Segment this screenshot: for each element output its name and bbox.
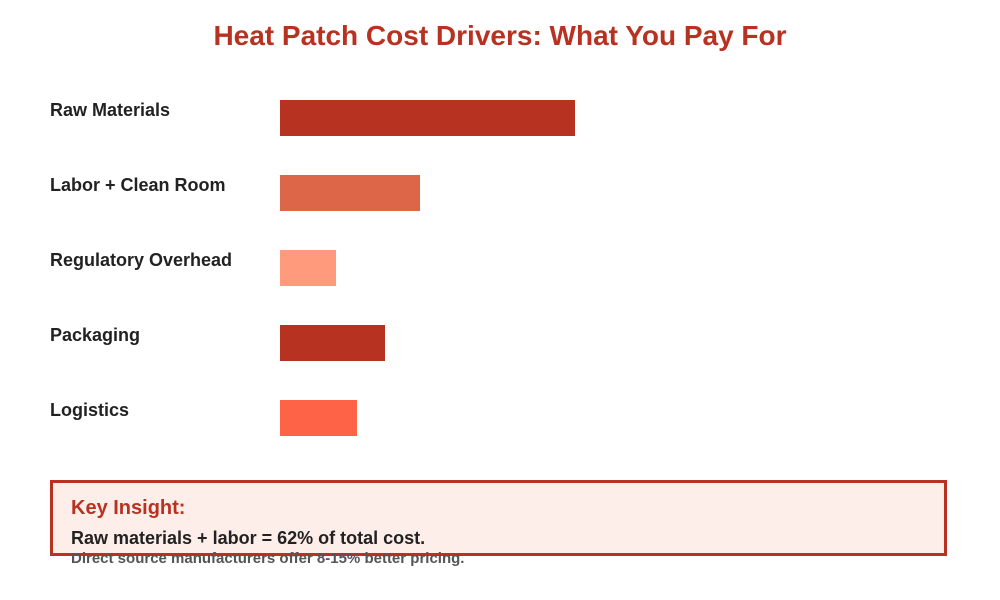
bar-row: Packaging	[50, 325, 950, 361]
bar	[280, 100, 575, 136]
bar	[280, 400, 357, 436]
bar-row: Raw Materials	[50, 100, 950, 136]
key-insight-line-2: Direct source manufacturers offer 8-15% …	[71, 550, 465, 567]
bar	[280, 175, 420, 211]
bar-label: Raw Materials	[50, 100, 171, 120]
bar-label: Labor + Clean Room	[50, 175, 226, 195]
bar	[280, 325, 385, 361]
bar-label: Logistics	[50, 400, 130, 420]
bar	[280, 250, 336, 286]
bar-label: Packaging	[50, 325, 141, 345]
key-insight-line-1: Raw materials + labor = 62% of total cos…	[71, 528, 426, 548]
bar-row: Logistics	[50, 400, 950, 436]
chart-title: Heat Patch Cost Drivers: What You Pay Fo…	[213, 20, 787, 51]
bar-label: Regulatory Overhead	[50, 250, 233, 270]
bar-row: Labor + Clean Room	[50, 175, 950, 211]
bar-row: Regulatory Overhead	[50, 250, 950, 286]
key-insight-title: Key Insight:	[71, 497, 186, 519]
key-insight-box: Key Insight: Raw materials + labor = 62%…	[50, 480, 947, 567]
